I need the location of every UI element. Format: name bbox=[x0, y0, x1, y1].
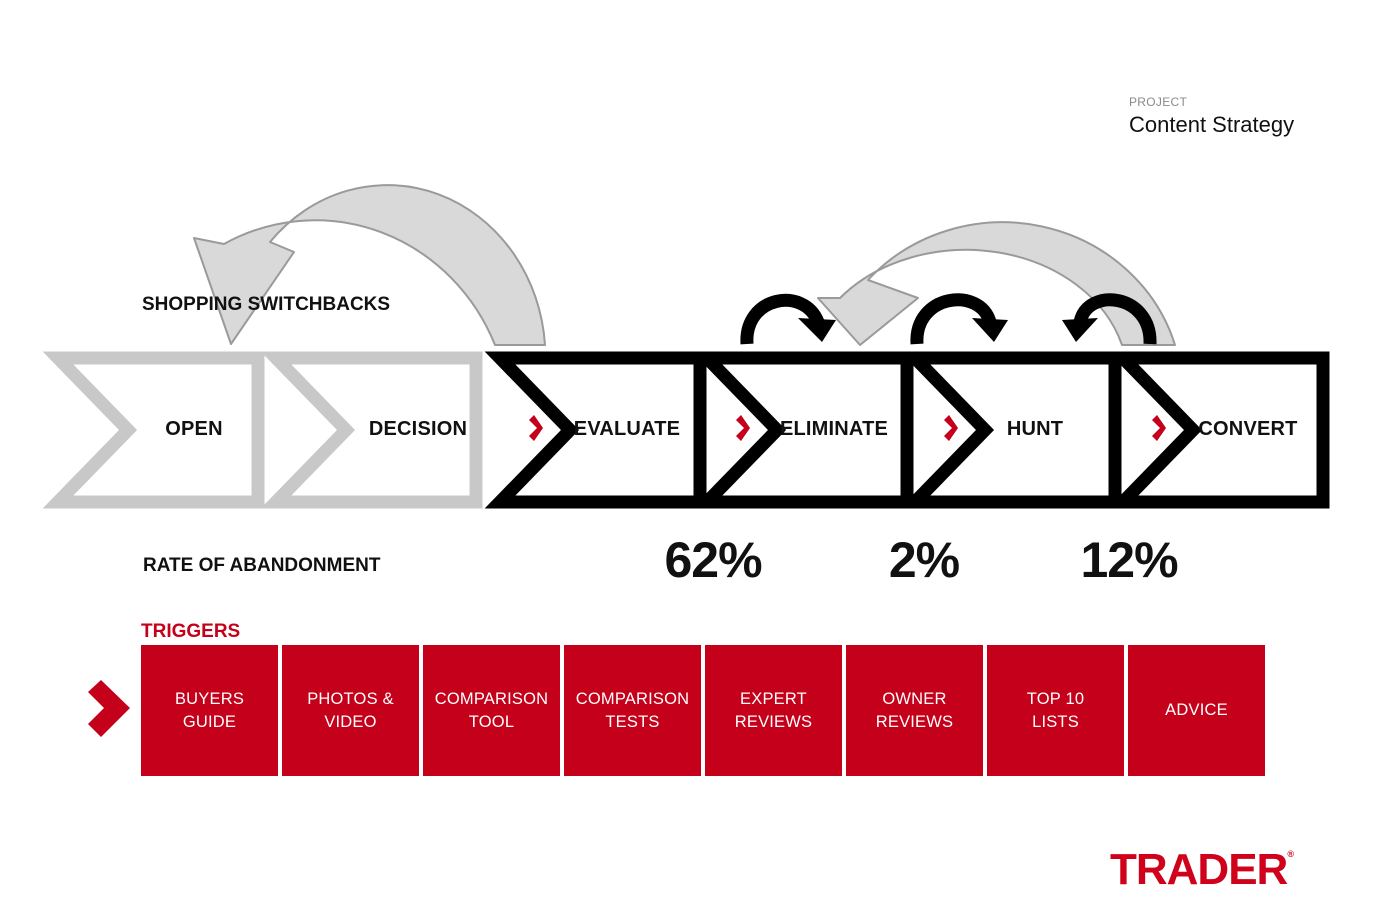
project-name: Content Strategy bbox=[1129, 112, 1295, 137]
stage-chevron-eliminate bbox=[691, 351, 914, 509]
abandonment-label: RATE OF ABANDONMENT bbox=[143, 555, 381, 576]
trigger-tile[interactable]: COMPARISON TOOL bbox=[423, 645, 560, 776]
stage-chevron-convert bbox=[1107, 351, 1330, 509]
abandonment-rate: 2% bbox=[888, 532, 960, 588]
stage-marker-icon bbox=[1152, 415, 1166, 441]
trigger-tile[interactable]: COMPARISON TESTS bbox=[564, 645, 701, 776]
switchback-arrow-right bbox=[817, 221, 1176, 346]
triggers-label: TRIGGERS bbox=[141, 621, 241, 642]
trigger-tile[interactable]: OWNER REVIEWS bbox=[846, 645, 983, 776]
stage-marker-icon bbox=[944, 415, 958, 441]
project-label: PROJECT bbox=[1129, 95, 1188, 109]
stage-label-hunt: HUNT bbox=[1006, 418, 1064, 440]
trader-logo-text: TRADER bbox=[1110, 845, 1288, 894]
triggers-row: BUYERS GUIDE PHOTOS & VIDEO COMPARISON TOO… bbox=[141, 645, 1265, 776]
stage-chevron-hunt bbox=[899, 351, 1122, 509]
trigger-tile[interactable]: TOP 10 LISTS bbox=[987, 645, 1124, 776]
stage-label-convert: CONVERT bbox=[1198, 418, 1298, 440]
stage-label-decision: DECISION bbox=[368, 418, 468, 440]
stage-chevron-open bbox=[42, 351, 265, 509]
stage-chevron-decision bbox=[260, 351, 483, 509]
trigger-tile[interactable]: PHOTOS & VIDEO bbox=[282, 645, 419, 776]
stage-label-open: OPEN bbox=[165, 418, 223, 440]
stage-chevrons bbox=[42, 351, 1330, 509]
stage-marker-icon bbox=[736, 415, 750, 441]
abandonment-rate: 12% bbox=[1080, 532, 1178, 588]
triggers-chevron-icon bbox=[88, 680, 130, 737]
loop-arrow-eliminate-icon bbox=[740, 293, 836, 345]
stage-label-evaluate: EVALUATE bbox=[573, 418, 681, 440]
trigger-tile[interactable]: BUYERS GUIDE bbox=[141, 645, 278, 776]
abandonment-rate: 62% bbox=[664, 532, 762, 588]
registered-mark: ® bbox=[1287, 849, 1294, 859]
stage-label-eliminate: ELIMINATE bbox=[779, 418, 889, 440]
trigger-tile[interactable]: ADVICE bbox=[1128, 645, 1265, 776]
switchbacks-label: SHOPPING SWITCHBACKS bbox=[142, 294, 391, 315]
trader-logo: TRADER® bbox=[1110, 845, 1294, 895]
trigger-tile[interactable]: EXPERT REVIEWS bbox=[705, 645, 842, 776]
switchback-arrow-left bbox=[193, 184, 546, 346]
stage-marker-icon bbox=[529, 415, 543, 441]
stage-chevron-evaluate bbox=[484, 351, 707, 509]
loop-arrow-convert-icon bbox=[1062, 293, 1157, 345]
loop-arrow-hunt-icon bbox=[910, 293, 1008, 345]
